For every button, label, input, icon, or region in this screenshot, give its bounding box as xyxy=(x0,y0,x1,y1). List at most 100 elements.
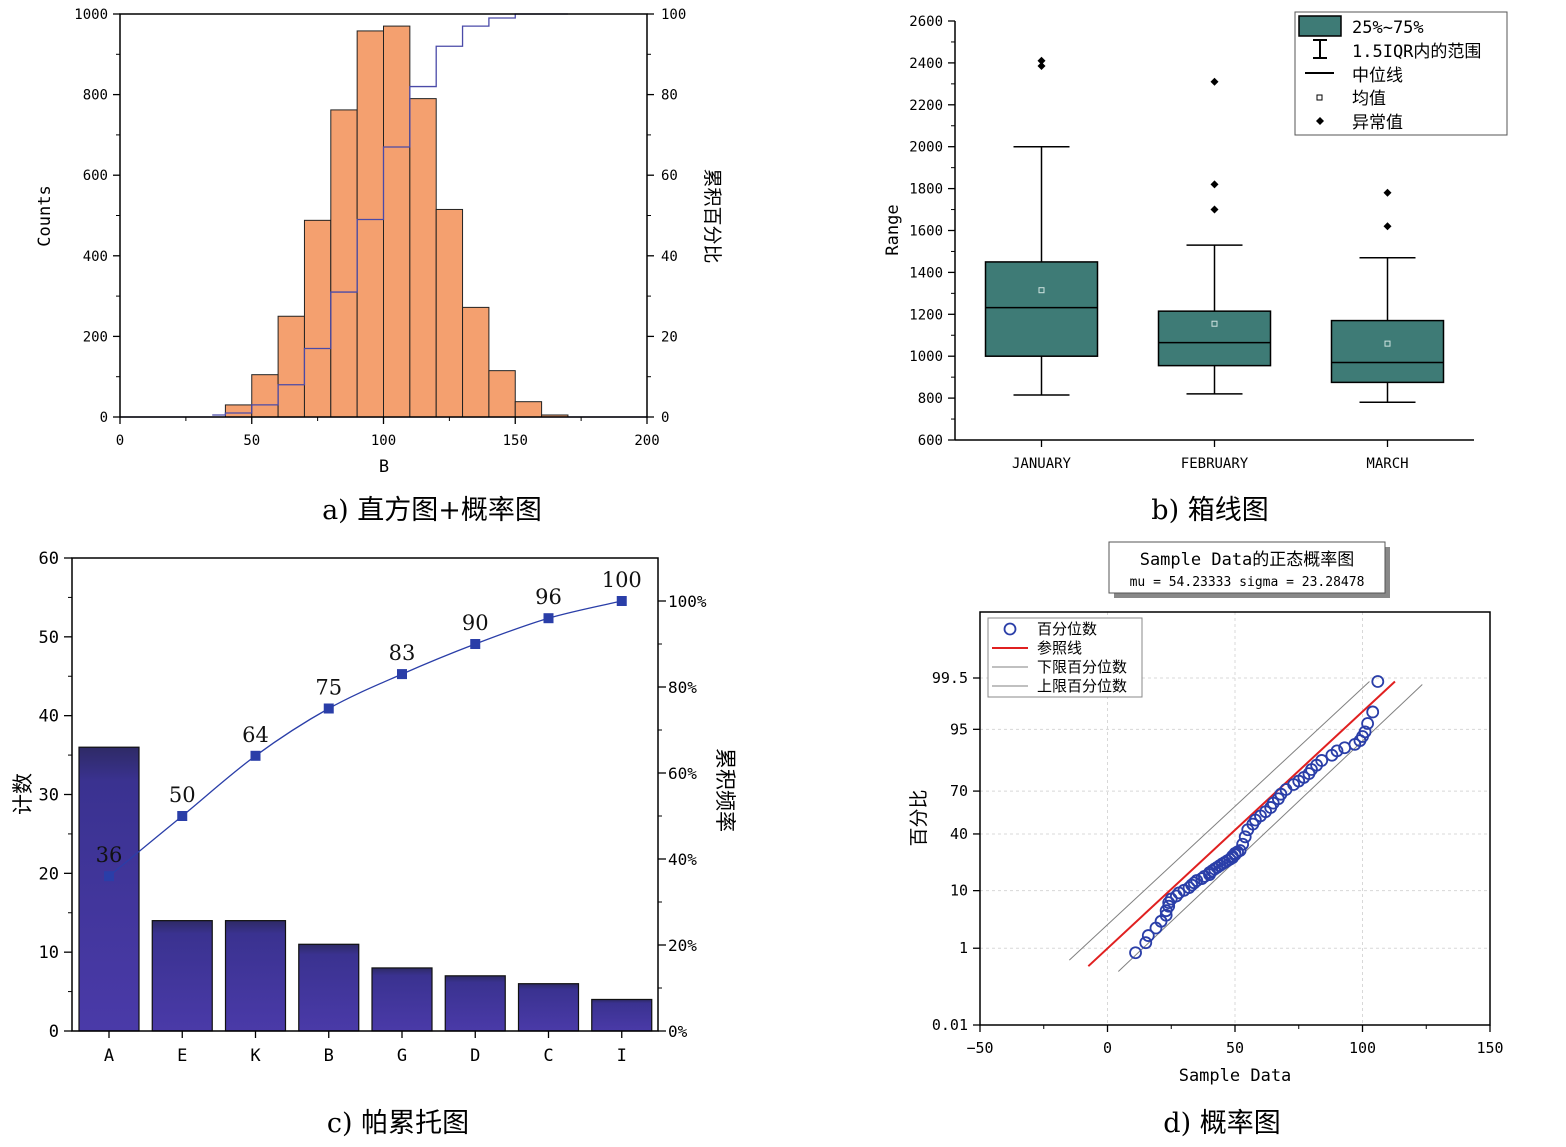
box-outlier xyxy=(1383,222,1392,231)
pareto-x-tick-label: K xyxy=(250,1046,261,1066)
probability-point xyxy=(1315,754,1329,767)
pareto-bars xyxy=(78,746,653,1032)
pareto-cumulative-label: 90 xyxy=(462,611,489,635)
probability-upper-band-line xyxy=(1068,681,1370,961)
box-iqr xyxy=(1330,319,1445,384)
histogram-bar xyxy=(251,374,279,418)
histogram-bar xyxy=(409,98,437,418)
histogram-y-tick-label: 1000 xyxy=(74,7,108,23)
histogram-bar xyxy=(462,306,490,418)
box-mean xyxy=(1384,340,1391,347)
boxplot-y-tick-label: 1600 xyxy=(909,224,943,240)
boxplot-y-tick-label: 1400 xyxy=(909,265,943,281)
box-outlier xyxy=(1383,188,1392,197)
pareto-cumulative-point xyxy=(470,639,481,649)
pareto-y-tick-label: 40 xyxy=(39,707,59,727)
caption-d: d) 概率图 xyxy=(1163,1108,1280,1139)
pareto-bar xyxy=(224,920,287,1032)
probability-point xyxy=(1371,675,1385,688)
legend-outlier-symbol xyxy=(1316,117,1324,125)
histogram-bar xyxy=(514,401,543,418)
histogram-bar xyxy=(277,315,305,418)
histogram-y2-tick-label: 40 xyxy=(661,249,678,265)
probability-y-tick-label: 0.01 xyxy=(932,1016,968,1034)
legend-box-swatch xyxy=(1298,15,1342,37)
histogram-y-tick-label: 600 xyxy=(83,168,108,184)
boxplot-x-tick-label: JANUARY xyxy=(1012,456,1072,472)
boxplot-y-tick-label: 800 xyxy=(918,391,943,407)
pareto-cumulative-point xyxy=(543,613,554,624)
box-iqr xyxy=(984,261,1099,357)
probability-x-tick-label: 0 xyxy=(1103,1039,1112,1057)
histogram-y2-tick-label: 0 xyxy=(661,410,669,426)
pareto-cumulative-label: 83 xyxy=(389,641,416,665)
legend-item-median: 中位线 xyxy=(1352,66,1403,86)
probability-y-tick-label: 1 xyxy=(959,939,968,957)
probability-chart: Sample Data的正态概率图 mu = 54.23333 sigma = … xyxy=(908,541,1504,1086)
histogram-bar xyxy=(303,219,332,418)
legend-whisker-symbol xyxy=(1313,39,1327,59)
legend-item-outlier: 异常值 xyxy=(1352,113,1403,133)
histogram-x-tick-label: 200 xyxy=(634,433,659,449)
histogram-y-tick-label: 0 xyxy=(100,410,108,426)
histogram-bar xyxy=(488,370,516,418)
legend-item-iqr-box: 25%~75% xyxy=(1352,18,1424,38)
boxplot-y-tick-label: 2200 xyxy=(909,98,943,114)
probability-x-tick-label: 100 xyxy=(1349,1039,1376,1057)
pareto-y-tick-label: 60 xyxy=(39,549,59,569)
histogram-bars xyxy=(120,25,647,418)
pareto-x-tick-label: I xyxy=(617,1046,627,1066)
probability-title-box: Sample Data的正态概率图 mu = 54.23333 sigma = … xyxy=(1108,541,1390,598)
pareto-cumulative-point xyxy=(323,703,334,714)
boxplot-y-axis-title: Range xyxy=(883,204,903,255)
pareto-y2-tick-label: 60% xyxy=(668,764,697,783)
pareto-y-tick-label: 10 xyxy=(39,943,59,963)
pareto-cumulative-label: 64 xyxy=(242,723,269,747)
cumulative-percent-line xyxy=(212,13,568,416)
probability-x-tick-label: 150 xyxy=(1476,1039,1503,1057)
pareto-cumulative-label: 50 xyxy=(169,783,196,807)
probability-x-tick-label: −50 xyxy=(966,1039,993,1057)
histogram-x-tick-label: 100 xyxy=(371,433,396,449)
probability-point xyxy=(1236,837,1250,851)
caption-c: c) 帕累托图 xyxy=(327,1108,469,1139)
boxplot-chart: JANUARY FEBRUARY MARCH 600 800 1000 1200 1400 16… xyxy=(883,11,1508,472)
probability-point xyxy=(1366,705,1380,719)
pareto-bar xyxy=(298,943,360,1032)
probability-point xyxy=(1139,936,1153,950)
caption-a: a) 直方图+概率图 xyxy=(322,495,542,526)
boxplot-x-tick-label: MARCH xyxy=(1366,456,1408,472)
pareto-cumulative-point xyxy=(616,596,627,606)
pareto-y-tick-label: 0 xyxy=(49,1022,59,1042)
histogram-y-tick-label: 200 xyxy=(83,329,108,345)
pareto-ticks: A E K B G D C I 0 10 20 30 40 50 60 0% 20% 40% 60% 80% 100% xyxy=(39,549,707,1066)
boxplot-y-tick-label: 2000 xyxy=(909,140,943,156)
pareto-x-tick-label: B xyxy=(324,1046,334,1066)
box-iqr xyxy=(1157,310,1272,367)
pareto-bar xyxy=(371,967,433,1032)
pareto-y2-tick-label: 20% xyxy=(668,936,697,955)
box-outlier xyxy=(1210,180,1219,189)
box-outlier xyxy=(1210,77,1219,86)
probability-point xyxy=(1159,908,1173,922)
boxplot-y-tick-label: 600 xyxy=(918,433,943,449)
probability-point xyxy=(1129,946,1142,960)
boxplot-y-tick-label: 2600 xyxy=(909,14,943,30)
legend-item-whisker: 1.5IQR内的范围 xyxy=(1352,42,1481,62)
probability-subtitle: mu = 54.23333 sigma = 23.28478 xyxy=(1130,575,1365,590)
histogram-bar xyxy=(435,208,464,418)
pareto-cumulative-point xyxy=(397,669,407,680)
histogram-ticks: 0 50 100 150 2000200400600800100002040608010… xyxy=(74,7,686,449)
pareto-y-axis-title: 计数 xyxy=(11,773,35,815)
probability-x-tick-label: 50 xyxy=(1226,1039,1244,1057)
probability-reference-line xyxy=(1087,680,1396,967)
box-mean xyxy=(1211,320,1218,327)
histogram-y2-tick-label: 60 xyxy=(661,168,678,184)
histogram-x-tick-label: 0 xyxy=(116,433,124,449)
probability-point xyxy=(1162,899,1176,913)
histogram-bar xyxy=(224,404,253,418)
probability-y-axis-title: 百分比 xyxy=(908,789,930,846)
pareto-cumulative-point xyxy=(104,871,114,882)
histogram-y2-axis-title: 累积百分比 xyxy=(701,168,723,263)
pareto-x-tick-label: E xyxy=(177,1046,187,1066)
